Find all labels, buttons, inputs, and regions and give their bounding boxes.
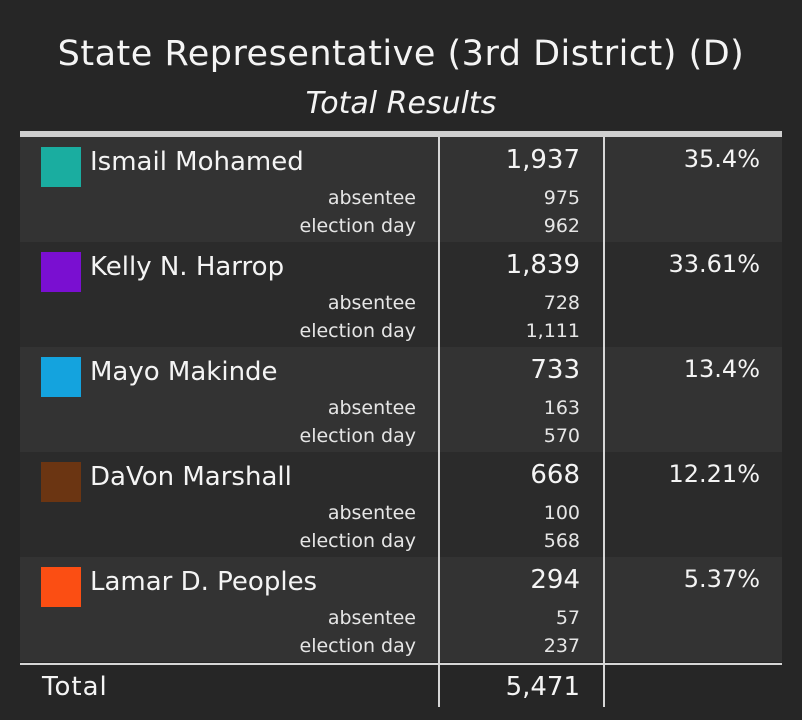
table-bottom-rule <box>20 663 782 665</box>
election-day-votes: 570 <box>543 425 580 447</box>
election-day-label: election day <box>299 320 417 342</box>
total-votes: 5,471 <box>505 672 580 702</box>
total-label: Total <box>42 672 108 702</box>
absentee-votes: 163 <box>543 397 580 419</box>
candidate-name: Ismail Mohamed <box>90 147 304 177</box>
candidate-name: Kelly N. Harrop <box>90 252 285 282</box>
candidate-votes: 668 <box>530 460 580 490</box>
page-subtitle: Total Results <box>305 86 497 121</box>
election-day-votes: 1,111 <box>525 320 580 342</box>
candidate-votes: 294 <box>530 565 580 595</box>
absentee-label: absentee <box>327 607 416 629</box>
candidate-color-swatch <box>41 462 81 502</box>
candidate-color-swatch <box>41 252 81 292</box>
absentee-votes: 100 <box>543 502 580 524</box>
absentee-votes: 728 <box>543 292 580 314</box>
election-day-votes: 568 <box>543 530 580 552</box>
table-row: Mayo Makinde absentee election day 733 1… <box>20 347 782 452</box>
table-row: Ismail Mohamed absentee election day 1,9… <box>20 137 782 242</box>
candidate-color-swatch <box>41 147 81 187</box>
absentee-votes: 975 <box>543 187 580 209</box>
table-row: Lamar D. Peoples absentee election day 2… <box>20 557 782 662</box>
election-day-label: election day <box>299 215 417 237</box>
candidate-color-swatch <box>41 567 81 607</box>
absentee-label: absentee <box>327 502 416 524</box>
election-day-label: election day <box>299 530 417 552</box>
table-row: Kelly N. Harrop absentee election day 1,… <box>20 242 782 347</box>
candidate-percent: 33.61% <box>668 250 760 278</box>
absentee-label: absentee <box>327 292 416 314</box>
table-row: DaVon Marshall absentee election day 668… <box>20 452 782 557</box>
candidate-percent: 13.4% <box>683 355 760 383</box>
absentee-label: absentee <box>327 397 416 419</box>
election-day-label: election day <box>299 635 417 657</box>
results-table: Ismail Mohamed absentee election day 1,9… <box>20 137 782 662</box>
election-day-votes: 237 <box>543 635 580 657</box>
candidate-color-swatch <box>41 357 81 397</box>
candidate-name: Lamar D. Peoples <box>90 567 318 597</box>
candidate-percent: 35.4% <box>683 145 760 173</box>
candidate-votes: 1,937 <box>505 145 580 175</box>
election-day-label: election day <box>299 425 417 447</box>
column-divider-percent <box>603 137 605 707</box>
absentee-label: absentee <box>327 187 416 209</box>
candidate-percent: 12.21% <box>668 460 760 488</box>
absentee-votes: 57 <box>555 607 580 629</box>
page-title: State Representative (3rd District) (D) <box>57 34 745 74</box>
table-top-rule <box>20 131 782 137</box>
candidate-name: Mayo Makinde <box>90 357 278 387</box>
election-day-votes: 962 <box>543 215 580 237</box>
candidate-votes: 1,839 <box>505 250 580 280</box>
candidate-name: DaVon Marshall <box>90 462 292 492</box>
candidate-percent: 5.37% <box>683 565 760 593</box>
candidate-votes: 733 <box>530 355 580 385</box>
column-divider-votes <box>438 137 440 707</box>
